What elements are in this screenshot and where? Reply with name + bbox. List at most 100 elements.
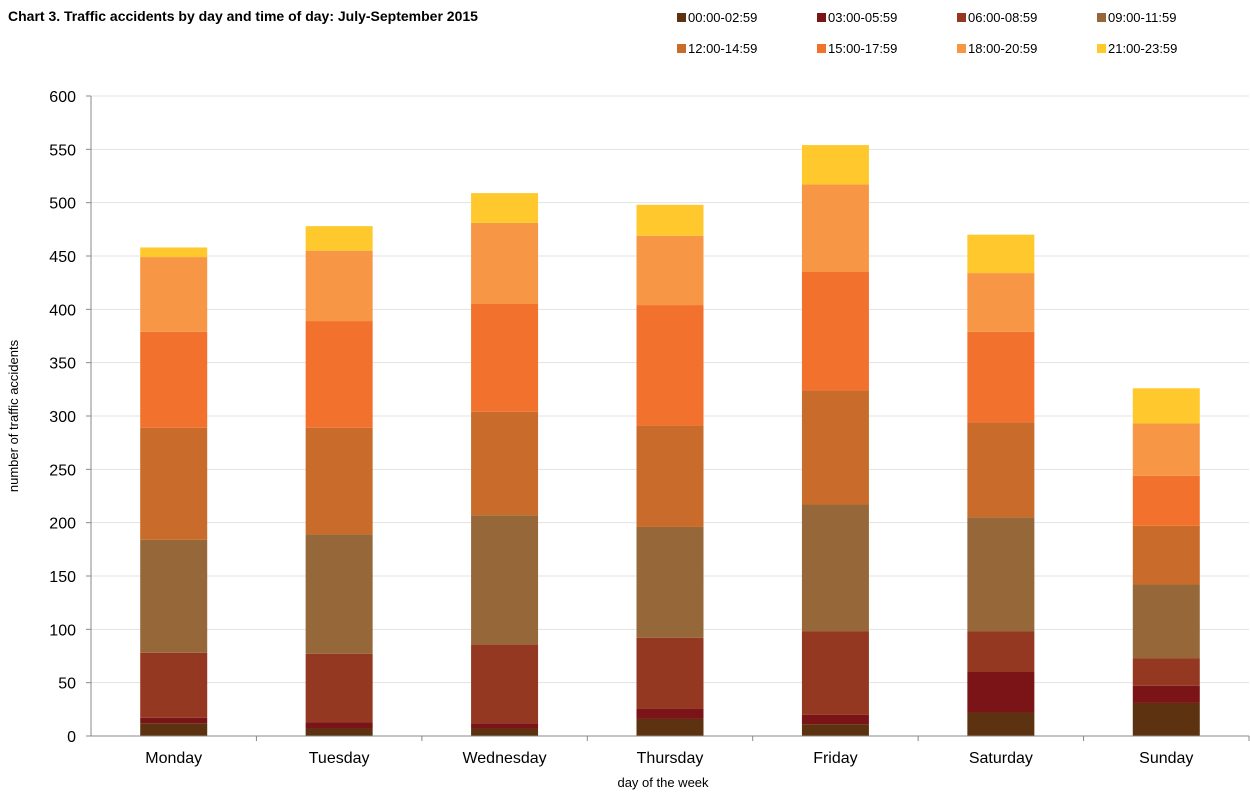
- legend-label: 21:00-23:59: [1108, 41, 1177, 56]
- bar-segment: [1132, 475, 1200, 526]
- legend: 00:00-02:59 03:00-05:59 06:00-08:59 09:00-1…: [677, 10, 1177, 56]
- bar-segment: [140, 257, 208, 332]
- legend-swatch: [1097, 44, 1106, 53]
- bar-segment: [967, 331, 1035, 423]
- y-tick-labels: 0 50 100 150 200 250 300 350 400 450 500 550 600: [49, 89, 91, 746]
- bar-segment: [305, 722, 373, 729]
- y-tick-label: 550: [49, 142, 76, 159]
- y-axis-label: number of traffic accidents: [6, 339, 21, 492]
- bar-segment: [801, 390, 869, 505]
- bar-segment: [140, 427, 208, 540]
- x-tick-label: Sunday: [1139, 750, 1193, 767]
- bar-segment: [801, 724, 869, 736]
- legend-swatch: [1097, 13, 1106, 22]
- bar-segment: [967, 422, 1035, 518]
- bar-segment: [471, 728, 539, 736]
- bar-segment: [140, 717, 208, 724]
- bar-segment: [967, 712, 1035, 736]
- bar-segment: [1132, 658, 1200, 686]
- bar-segment: [140, 652, 208, 718]
- bar-segment: [636, 708, 704, 719]
- bar-segment: [967, 273, 1035, 332]
- legend-label: 06:00-08:59: [968, 10, 1037, 25]
- x-tick-label: Saturday: [969, 750, 1033, 767]
- legend-swatch: [817, 13, 826, 22]
- bar-segment: [967, 234, 1035, 274]
- legend-label: 18:00-20:59: [968, 41, 1037, 56]
- bar-segment: [140, 331, 208, 428]
- bar-segment: [305, 728, 373, 736]
- x-tick-labels: Monday Tuesday Wednesday Thursday Friday Satu…: [145, 736, 1250, 767]
- legend-swatch: [817, 44, 826, 53]
- y-tick-label: 50: [58, 676, 76, 693]
- y-tick-label: 500: [49, 196, 76, 213]
- x-tick-label: Tuesday: [309, 750, 370, 767]
- y-tick-label: 200: [49, 516, 76, 533]
- legend-label: 00:00-02:59: [688, 10, 757, 25]
- bar-segment: [636, 637, 704, 709]
- legend-label: 15:00-17:59: [828, 41, 897, 56]
- chart-title: Chart 3. Traffic accidents by day and ti…: [8, 8, 478, 24]
- bar-segment: [636, 526, 704, 638]
- bar-segment: [636, 204, 704, 236]
- y-tick-label: 0: [67, 729, 76, 746]
- bar-segment: [140, 723, 208, 736]
- bar-segment: [636, 235, 704, 306]
- bars: [140, 145, 1200, 736]
- legend-swatch: [677, 44, 686, 53]
- bar-segment: [636, 425, 704, 527]
- y-tick-label: 150: [49, 569, 76, 586]
- legend-swatch: [957, 44, 966, 53]
- bar-segment: [801, 631, 869, 715]
- bar-segment: [305, 250, 373, 322]
- bar-segment: [305, 534, 373, 654]
- bar-segment: [636, 305, 704, 426]
- bar-segment: [801, 184, 869, 272]
- bar-segment: [1132, 584, 1200, 659]
- bar-segment: [801, 504, 869, 632]
- bar-segment: [471, 644, 539, 724]
- bar-segment: [1132, 525, 1200, 585]
- x-tick-label: Friday: [813, 750, 857, 767]
- bar-segment: [471, 723, 539, 729]
- legend-label: 03:00-05:59: [828, 10, 897, 25]
- bar-segment: [1132, 423, 1200, 476]
- x-tick-label: Thursday: [637, 750, 704, 767]
- bar-segment: [967, 517, 1035, 632]
- bar-segment: [1132, 388, 1200, 424]
- legend-label: 09:00-11:59: [1108, 10, 1176, 25]
- bar-segment: [471, 222, 539, 304]
- bar-segment: [801, 145, 869, 185]
- bar-segment: [305, 653, 373, 723]
- bar-segment: [471, 304, 539, 412]
- bar-segment: [1132, 702, 1200, 736]
- y-tick-label: 450: [49, 249, 76, 266]
- y-tick-label: 100: [49, 622, 76, 639]
- bar-segment: [471, 515, 539, 645]
- bar-segment: [305, 427, 373, 535]
- x-axis-label: day of the week: [617, 775, 709, 790]
- x-tick-label: Wednesday: [462, 750, 546, 767]
- bar-segment: [471, 193, 539, 223]
- bar-segment: [967, 672, 1035, 713]
- bar-segment: [140, 539, 208, 653]
- bar-segment: [305, 321, 373, 428]
- bar-segment: [140, 247, 208, 258]
- y-tick-label: 250: [49, 462, 76, 479]
- legend-swatch: [957, 13, 966, 22]
- y-tick-label: 400: [49, 302, 76, 319]
- bar-segment: [967, 631, 1035, 672]
- bar-segment: [471, 411, 539, 516]
- x-tick-label: Monday: [145, 750, 202, 767]
- bar-segment: [305, 226, 373, 251]
- y-tick-label: 600: [49, 89, 76, 106]
- bar-segment: [1132, 685, 1200, 703]
- legend-swatch: [677, 13, 686, 22]
- y-tick-label: 350: [49, 356, 76, 373]
- legend-label: 12:00-14:59: [688, 41, 757, 56]
- bar-segment: [636, 718, 704, 736]
- y-tick-label: 300: [49, 409, 76, 426]
- bar-segment: [801, 272, 869, 391]
- bar-segment: [801, 714, 869, 725]
